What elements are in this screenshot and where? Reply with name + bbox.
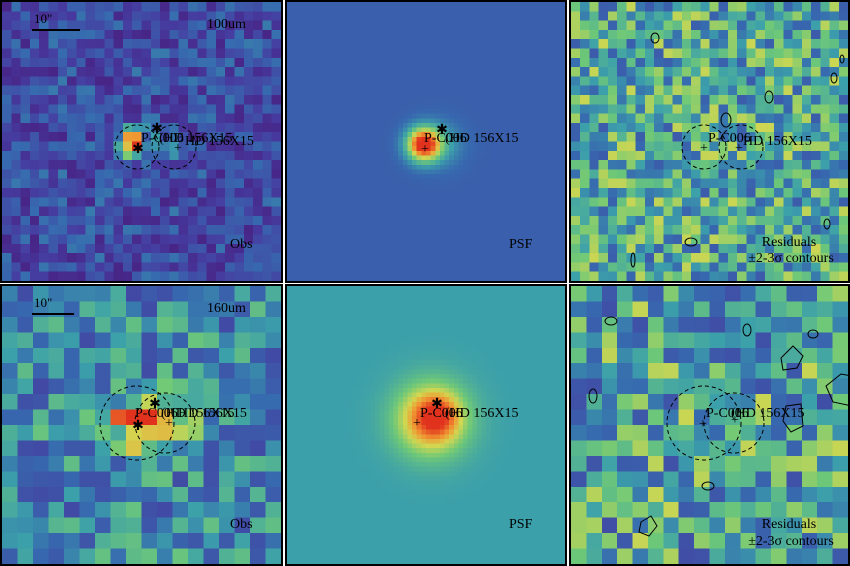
aperture-circle <box>703 392 765 454</box>
source-marker: + <box>421 142 429 157</box>
source-label: HD 156X15 <box>185 134 254 149</box>
scale-bar-label: 10" <box>34 11 53 26</box>
panel-100um-obs: ✱ ✱ + P-C006 (HD 156X15 HD 156X15 10" 10… <box>0 0 283 283</box>
band-label: 100um <box>207 17 246 32</box>
source-label: (HD 156X15 <box>445 406 519 421</box>
panel-caption-2: ±2-3σ contours <box>748 251 834 266</box>
source-label: P-C006 <box>135 406 178 421</box>
panel-100um-psf: + ✱ P-C006 (HD 156X15 PSF <box>285 0 567 283</box>
scale-bar-label: 10" <box>34 295 53 310</box>
source-label: P-C006 <box>141 131 184 146</box>
panel-100um-residuals: + + P-C006 HD 156X15 Residuals ±2-3σ con… <box>569 0 850 283</box>
panel-caption: Obs <box>230 237 253 252</box>
source-marker: ✱ <box>431 397 443 412</box>
overlay-160um-psf: + ✱ P-C006 (HD 156X15 <box>413 397 519 431</box>
overlay-100um-psf: + ✱ P-C006 (HD 156X15 <box>421 123 519 157</box>
aperture-circle <box>681 124 727 170</box>
source-marker: ✱ <box>149 397 161 412</box>
aperture-circle <box>134 392 196 454</box>
panel-160um-psf: + ✱ P-C006 (HD 156X15 PSF <box>285 284 567 566</box>
source-marker: + <box>700 141 708 156</box>
overlay-160um-res: + + P-C006 (HD 156X15 <box>588 316 848 537</box>
source-label: P-C006 <box>706 406 749 421</box>
aperture-circle <box>151 124 197 170</box>
source-marker: ✱ <box>132 142 144 157</box>
source-label: (HD 156X15 <box>161 406 235 421</box>
source-label: (HD 156X15 <box>159 131 233 146</box>
source-marker: + <box>165 416 173 431</box>
contours <box>588 316 848 537</box>
source-marker: ✱ <box>151 122 163 137</box>
psf-map-160um <box>287 286 565 564</box>
aperture-circle <box>114 124 160 170</box>
panel-caption: PSF <box>509 517 533 532</box>
panel-caption: Residuals <box>761 235 817 250</box>
panel-160um-residuals: + + P-C006 (HD 156X15 Residuals ±2-3σ co… <box>569 284 850 566</box>
aperture-circle <box>718 124 764 170</box>
aperture-circle <box>99 385 175 461</box>
panel-caption-2: ±2-3σ contours <box>748 534 834 549</box>
source-marker: + <box>699 417 707 432</box>
overlay-160um-obs: ✱ ✱ + P-C006 (HD 156X15 HD 156X15 <box>32 313 247 461</box>
band-label: 160um <box>207 301 246 316</box>
panel-caption: Residuals <box>761 517 817 532</box>
source-marker: + <box>413 416 421 431</box>
overlay-100um-obs: ✱ ✱ + P-C006 (HD 156X15 HD 156X15 <box>32 29 254 170</box>
source-label: (HD 156X15 <box>731 406 805 421</box>
source-marker: + <box>731 413 739 428</box>
residual-map-100um <box>571 2 848 281</box>
panel-caption: Obs <box>230 517 253 532</box>
contours <box>630 32 845 268</box>
aperture-circle <box>666 385 742 461</box>
panel-caption: PSF <box>509 237 533 252</box>
psf-map-100um <box>287 2 565 281</box>
source-label: P-C006 <box>420 406 463 421</box>
panel-160um-obs: ✱ ✱ + P-C006 (HD 156X15 HD 156X15 10" 16… <box>0 284 283 566</box>
source-label: (HD 156X15 <box>445 131 519 146</box>
overlay-100um-res: + + P-C006 HD 156X15 <box>630 32 845 268</box>
source-marker: + <box>735 141 743 156</box>
source-marker: ✱ <box>132 419 144 434</box>
source-label: HD 156X15 <box>178 406 247 421</box>
source-label: P-C006 <box>708 131 751 146</box>
obs-map-100um <box>2 2 281 281</box>
source-label: HD 156X15 <box>743 134 812 149</box>
source-marker: ✱ <box>436 123 448 138</box>
source-label: P-C006 <box>424 131 467 146</box>
obs-map-160um <box>2 286 281 564</box>
source-marker: + <box>174 141 182 156</box>
residual-map-160um <box>571 286 848 564</box>
